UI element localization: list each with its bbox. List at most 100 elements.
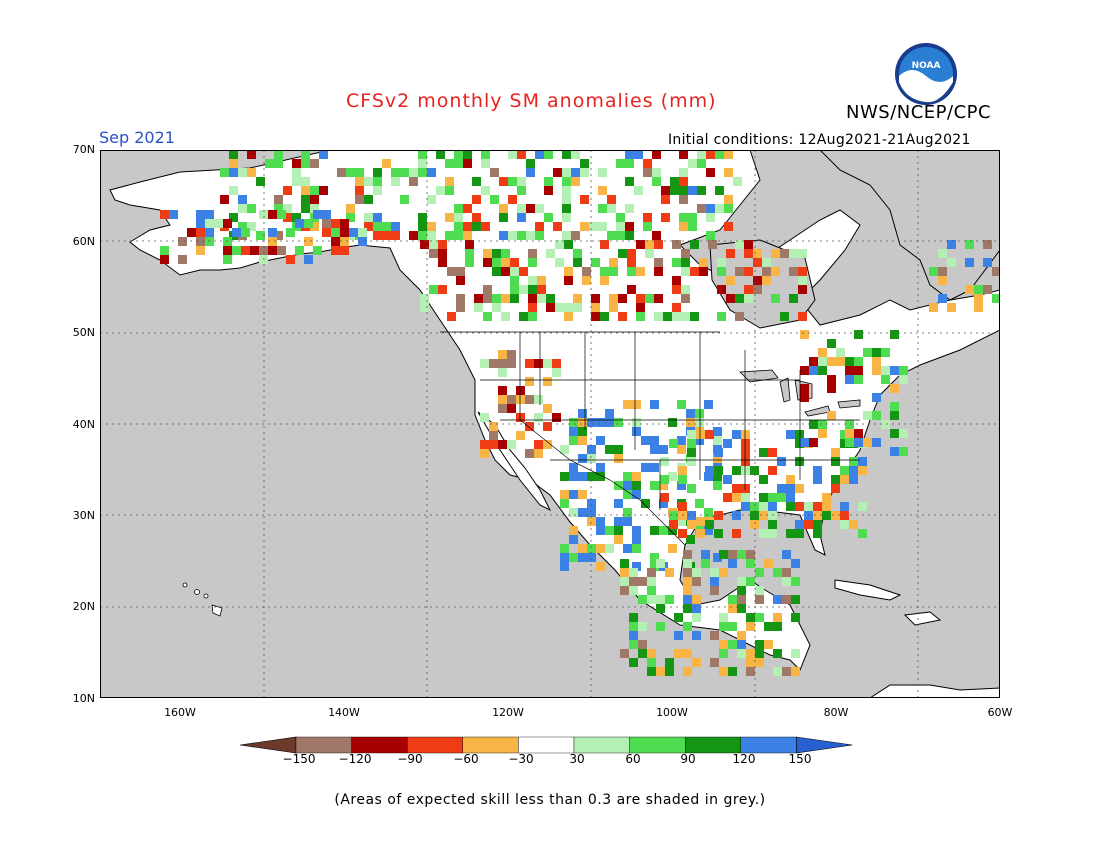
anomaly-pixel [647,658,656,667]
anomaly-pixel [854,438,863,447]
anomaly-pixel [782,577,791,586]
anomaly-pixel [632,535,641,544]
lat-label: 30N [72,509,95,522]
anomaly-pixel [672,240,681,249]
anomaly-pixel [552,413,561,422]
anomaly-pixel [238,168,247,177]
anomaly-pixel [659,526,668,535]
anomaly-pixel [717,285,726,294]
anomaly-pixel [726,276,735,285]
anomaly-pixel [625,222,634,231]
anomaly-pixel [322,228,331,237]
anomaly-pixel [232,246,241,255]
anomaly-pixel [528,258,537,267]
anomaly-pixel [598,186,607,195]
anomaly-pixel [798,285,807,294]
anomaly-pixel [614,454,623,463]
anomaly-pixel [508,195,517,204]
anomaly-pixel [659,445,668,454]
anomaly-pixel [454,150,463,159]
anomaly-pixel [277,210,286,219]
anomaly-pixel [607,231,616,240]
anomaly-pixel [741,484,750,493]
anomaly-pixel [614,526,623,535]
anomaly-pixel [528,303,537,312]
anomaly-pixel [519,285,528,294]
anomaly-pixel [687,457,696,466]
anomaly-pixel [465,249,474,258]
anomaly-pixel [840,502,849,511]
anomaly-pixel [768,502,777,511]
anomaly-pixel [836,357,845,366]
anomaly-pixel [732,466,741,475]
anomaly-pixel [587,553,596,562]
anomaly-pixel [872,357,881,366]
anomaly-pixel [337,168,346,177]
anomaly-pixel [492,303,501,312]
anomaly-pixel [786,430,795,439]
anomaly-pixel [614,535,623,544]
anomaly-pixel [355,177,364,186]
anomaly-pixel [890,411,899,420]
anomaly-pixel [771,249,780,258]
anomaly-pixel [650,562,659,571]
anomaly-pixel [564,303,573,312]
anomaly-pixel [656,559,665,568]
anomaly-pixel [160,210,169,219]
anomaly-pixel [632,418,641,427]
anomaly-pixel [546,249,555,258]
anomaly-pixel [569,472,578,481]
anomaly-pixel [472,195,481,204]
anomaly-pixel [786,502,795,511]
anomaly-pixel [726,249,735,258]
anomaly-pixel [220,195,229,204]
anomaly-pixel [256,231,265,240]
anomaly-pixel [600,240,609,249]
anomaly-pixel [858,457,867,466]
anomaly-pixel [510,294,519,303]
anomaly-pixel [679,186,688,195]
anomaly-pixel [800,393,809,402]
anomaly-pixel [759,448,768,457]
anomaly-pixel [746,613,755,622]
anomaly-pixel [498,404,507,413]
anomaly-pixel [596,562,605,571]
anomaly-pixel [596,472,605,481]
anomaly-pixel [587,517,596,526]
forecast-month: Sep 2021 [99,128,175,147]
anomaly-pixel [813,529,822,538]
anomaly-pixel [688,213,697,222]
anomaly-pixel [526,168,535,177]
anomaly-pixel [804,511,813,520]
anomaly-pixel [598,222,607,231]
anomaly-pixel [854,375,863,384]
anomaly-pixel [890,366,899,375]
anomaly-pixel [899,366,908,375]
anomaly-pixel [627,267,636,276]
anomaly-pixel [755,595,764,604]
anomaly-pixel [340,219,349,228]
anomaly-pixel [205,237,214,246]
anomaly-pixel [732,511,741,520]
anomaly-pixel [813,511,822,520]
anomaly-pixel [688,159,697,168]
anomaly-pixel [872,438,881,447]
anomaly-pixel [286,255,295,264]
anomaly-pixel [501,267,510,276]
anomaly-pixel [605,409,614,418]
anomaly-pixel [719,550,728,559]
anomaly-pixel [560,472,569,481]
anomaly-pixel [836,348,845,357]
anomaly-pixel [564,276,573,285]
anomaly-pixel [929,267,938,276]
anomaly-pixel [580,222,589,231]
graticule [100,150,1000,698]
anomaly-pixel [445,231,454,240]
anomaly-pixel [507,359,516,368]
lat-label: 10N [72,692,95,705]
anomaly-pixel [498,395,507,404]
anomaly-pixel [647,586,656,595]
anomaly-pixel [499,213,508,222]
anomaly-pixel [647,595,656,604]
anomaly-pixel [713,436,722,445]
